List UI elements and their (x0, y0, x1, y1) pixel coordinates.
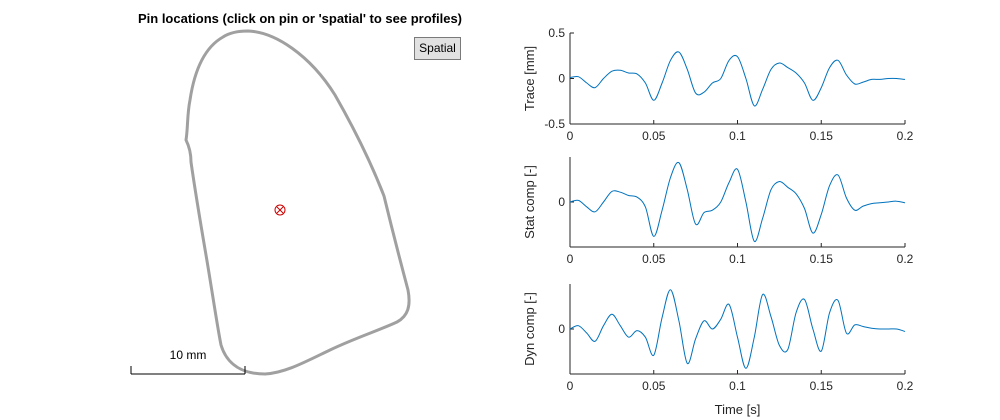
x-tick-label: 0 (567, 129, 574, 143)
x-tick-label: 0.1 (729, 252, 746, 266)
x-axis-label: Time [s] (715, 402, 761, 417)
scale-bar: 10 mm (130, 348, 246, 375)
x-tick-label: 0.05 (642, 129, 666, 143)
x-tick-label: 0.1 (729, 379, 746, 393)
y-tick-label: 0 (558, 72, 565, 86)
y-axis-label: Dyn comp [-] (522, 292, 537, 366)
x-tick-label: 0 (567, 252, 574, 266)
signal-line (569, 289, 906, 369)
pin-marker[interactable] (274, 204, 286, 216)
x-tick-label: 0.1 (729, 129, 746, 143)
y-axis-label: Trace [mm] (522, 46, 537, 111)
x-tick-label: 0.15 (810, 129, 834, 143)
spatial-button[interactable]: Spatial (414, 37, 461, 60)
pin-map-title: Pin locations (click on pin or 'spatial'… (137, 11, 463, 26)
y-tick-label: -0.5 (544, 117, 565, 131)
x-tick-label: 0.2 (897, 252, 914, 266)
specimen-outline (184, 29, 411, 376)
x-tick-label: 0.15 (810, 379, 834, 393)
profile-plot-2: 0 0.05 0.1 0.15 0.2 0 Stat comp [-] (522, 157, 914, 266)
y-axis-label: Stat comp [-] (522, 165, 537, 239)
scale-bar-label: 10 mm (170, 348, 207, 362)
x-tick-label: 0.15 (810, 252, 834, 266)
x-tick-label: 0.05 (642, 252, 666, 266)
y-tick-label: 0.5 (548, 26, 565, 40)
y-tick-label: 0 (558, 322, 565, 336)
x-tick-label: 0.2 (897, 129, 914, 143)
x-tick-label: 0.05 (642, 379, 666, 393)
signal-line (569, 161, 906, 242)
signal-line (569, 51, 906, 107)
x-tick-label: 0.2 (897, 379, 914, 393)
x-tick-label: 0 (567, 379, 574, 393)
profile-plot-3: 0 0.05 0.1 0.15 0.2 0 Dyn comp [-] Time [s] (522, 284, 914, 417)
y-tick-label: 0 (558, 195, 565, 209)
